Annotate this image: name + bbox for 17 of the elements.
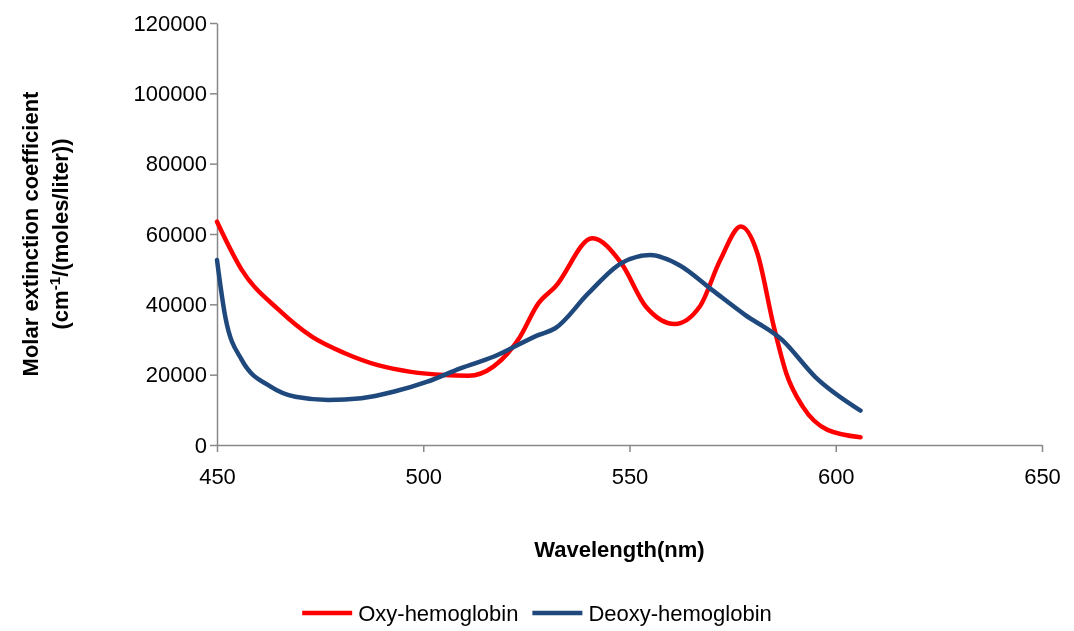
x-axis-title: Wavelength(nm) xyxy=(534,537,705,562)
x-tick-label: 500 xyxy=(405,463,443,489)
y-tick-label: 20000 xyxy=(145,362,207,388)
x-tick-label: 450 xyxy=(199,463,236,489)
line-series xyxy=(214,219,863,440)
y-tick-label: 0 xyxy=(194,432,207,458)
y-tick-label: 120000 xyxy=(133,10,207,36)
x-tick-label: 550 xyxy=(611,463,649,489)
line-series xyxy=(214,252,863,413)
y-tick-label: 60000 xyxy=(145,221,207,247)
x-tick-label: 650 xyxy=(1024,463,1061,489)
x-tick-label: 600 xyxy=(817,463,855,489)
y-tick-label: 100000 xyxy=(133,80,207,106)
legend-label: Deoxy-hemoglobin xyxy=(588,601,772,626)
y-tick-label: 40000 xyxy=(145,291,207,317)
legend-label: Oxy-hemoglobin xyxy=(358,601,519,626)
y-tick-label: 80000 xyxy=(145,151,207,177)
